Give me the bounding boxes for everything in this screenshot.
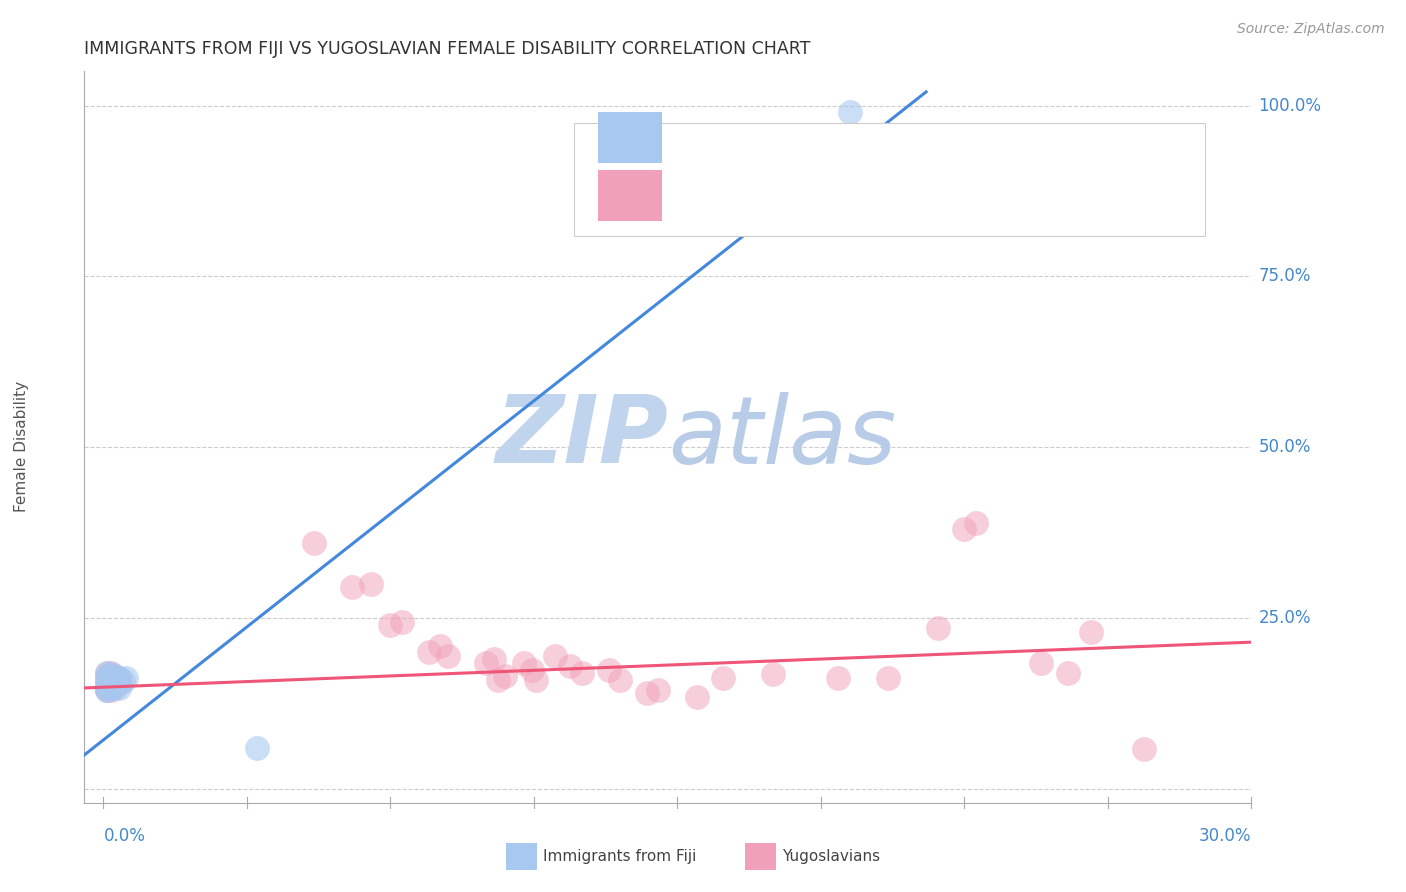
Point	[418, 645, 440, 659]
Text: Immigrants from Fiji: Immigrants from Fiji	[543, 849, 696, 863]
Point	[104, 674, 127, 689]
Point	[107, 681, 129, 695]
Text: Female Disability: Female Disability	[14, 380, 28, 512]
Point	[100, 665, 122, 680]
Point	[104, 681, 127, 695]
Point	[104, 676, 127, 690]
Text: 30.0%: 30.0%	[1199, 827, 1251, 845]
Point	[104, 678, 127, 692]
Point	[96, 681, 118, 695]
Point	[1133, 742, 1156, 756]
FancyBboxPatch shape	[598, 112, 662, 162]
Point	[100, 669, 122, 683]
Point	[100, 680, 122, 694]
Point	[96, 680, 118, 694]
Point	[1056, 665, 1078, 680]
Point	[107, 672, 129, 686]
Point	[685, 690, 707, 704]
Point	[96, 669, 118, 683]
Text: 100.0%: 100.0%	[1258, 96, 1322, 114]
Text: 75.0%: 75.0%	[1258, 268, 1310, 285]
Point	[100, 667, 122, 681]
Point	[927, 622, 949, 636]
Point	[100, 683, 122, 698]
Point	[96, 683, 118, 698]
Point	[711, 672, 734, 686]
Point	[96, 673, 118, 687]
Text: atlas: atlas	[668, 392, 896, 483]
Point	[520, 663, 543, 677]
Point	[953, 522, 976, 536]
Text: 50.0%: 50.0%	[1258, 438, 1310, 457]
Point	[486, 673, 509, 687]
Text: 0.0%: 0.0%	[104, 827, 145, 845]
Point	[391, 615, 413, 629]
Point	[111, 674, 134, 689]
Point	[96, 665, 118, 680]
Point	[965, 516, 987, 530]
Point	[104, 673, 127, 687]
Point	[100, 673, 122, 687]
Point	[1029, 656, 1052, 670]
Point	[100, 676, 122, 690]
Point	[96, 672, 118, 686]
Text: Yugoslavians: Yugoslavians	[782, 849, 880, 863]
Point	[560, 659, 582, 673]
Point	[340, 581, 363, 595]
Point	[107, 674, 129, 689]
Point	[636, 686, 658, 700]
Point	[104, 674, 127, 689]
Point	[107, 676, 129, 690]
Point	[494, 669, 516, 683]
Text: 25.0%: 25.0%	[1258, 609, 1310, 627]
Point	[1080, 624, 1102, 639]
Point	[544, 648, 567, 663]
Point	[380, 618, 402, 632]
Point	[104, 672, 127, 686]
Point	[107, 672, 129, 686]
Point	[100, 669, 122, 683]
Point	[647, 683, 669, 698]
Point	[302, 536, 325, 550]
Text: IMMIGRANTS FROM FIJI VS YUGOSLAVIAN FEMALE DISABILITY CORRELATION CHART: IMMIGRANTS FROM FIJI VS YUGOSLAVIAN FEMA…	[84, 40, 811, 58]
FancyBboxPatch shape	[598, 170, 662, 221]
Point	[104, 676, 127, 690]
Point	[609, 673, 631, 687]
Point	[524, 673, 547, 687]
Point	[513, 656, 536, 670]
Point	[96, 683, 118, 698]
Point	[876, 672, 898, 686]
Text: R = 0.186   N = 53: R = 0.186 N = 53	[679, 186, 837, 204]
Point	[96, 665, 118, 680]
Text: ZIP: ZIP	[495, 391, 668, 483]
Point	[475, 656, 498, 670]
Text: Source: ZipAtlas.com: Source: ZipAtlas.com	[1237, 22, 1385, 37]
Point	[115, 672, 138, 686]
Point	[598, 663, 620, 677]
Point	[100, 673, 122, 687]
Point	[96, 683, 118, 698]
Point	[245, 741, 267, 756]
Text: R = 0.969   N = 26: R = 0.969 N = 26	[679, 128, 837, 146]
Point	[429, 639, 451, 653]
Point	[360, 577, 382, 591]
Point	[104, 674, 127, 689]
Point	[100, 681, 122, 695]
Point	[96, 673, 118, 687]
FancyBboxPatch shape	[575, 122, 1205, 235]
Point	[104, 669, 127, 683]
Point	[482, 652, 505, 666]
Point	[96, 678, 118, 692]
Point	[762, 667, 785, 681]
Point	[100, 680, 122, 694]
Point	[96, 676, 118, 690]
Point	[838, 105, 860, 120]
Point	[571, 665, 593, 680]
Point	[827, 672, 849, 686]
Point	[437, 648, 460, 663]
Point	[100, 681, 122, 695]
